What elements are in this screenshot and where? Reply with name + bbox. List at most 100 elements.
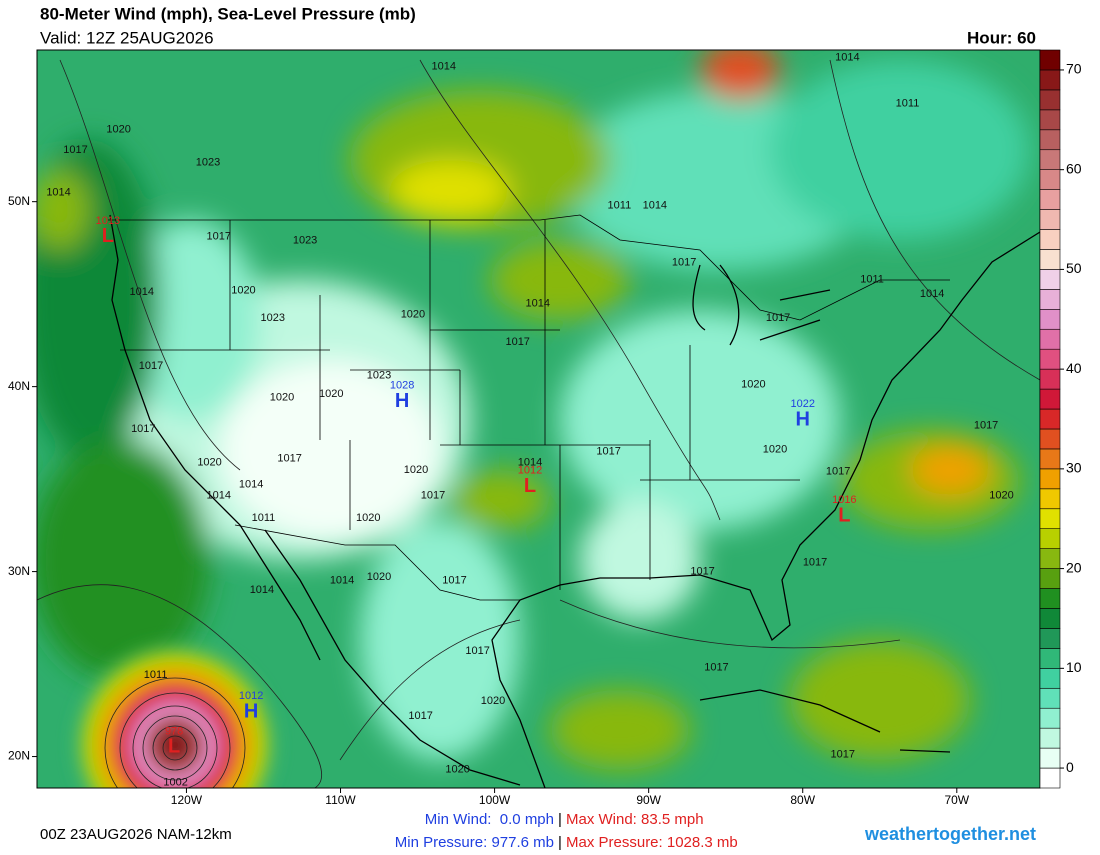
lon-tick-label: 80W: [790, 793, 815, 807]
coastlines: [109, 214, 1040, 788]
colorbar-box: [1039, 588, 1061, 609]
isobar-label: 1017: [690, 566, 714, 578]
isobar-label: 1014: [207, 490, 231, 502]
colorbar-tick-label: 0: [1066, 759, 1074, 775]
colorbar-box: [1039, 727, 1061, 749]
colorbar-box: [1039, 388, 1061, 410]
center-letter: L: [838, 505, 850, 527]
center-letter: H: [244, 701, 258, 723]
colorbar-box: [1039, 488, 1061, 510]
max-pressure: Max Pressure: 1028.3 mb: [566, 834, 738, 850]
isobar-label: 1014: [525, 297, 549, 309]
colorbar-box: [1039, 508, 1061, 530]
lat-tick-label: 20N: [8, 749, 30, 763]
center-letter: L: [168, 736, 180, 758]
isobar-label: 1014: [239, 479, 263, 491]
center-letter: L: [102, 225, 114, 247]
center-value: 1016: [832, 494, 856, 506]
isobar-label: 1017: [442, 575, 466, 587]
isobar-label: 1017: [421, 490, 445, 502]
colorbar-box: [1039, 229, 1061, 250]
isobar-label: 1020: [404, 464, 428, 476]
isobar-label: 1017: [596, 445, 620, 457]
isobar-label: 1014: [432, 61, 456, 73]
isobar-label: 1020: [445, 763, 469, 775]
colorbar-tick-label: 60: [1066, 160, 1082, 176]
isobar-label: 1011: [608, 199, 632, 211]
max-wind: Max Wind: 83.5 mph: [566, 811, 704, 828]
colorbar-box: [1039, 249, 1061, 270]
colorbar-box: [1039, 169, 1061, 190]
isobar-label: 1023: [293, 234, 317, 246]
colorbar-box: [1039, 49, 1061, 71]
lat-tick-label: 40N: [8, 379, 30, 393]
colorbar-box: [1039, 668, 1061, 689]
isobar-label: 1014: [920, 288, 944, 300]
center-value: 1013: [96, 215, 120, 227]
colorbar-box: [1039, 189, 1061, 210]
colorbar-tick-label: 10: [1066, 659, 1082, 675]
isobar-label: 1023: [367, 369, 391, 381]
isobar-label: 1014: [835, 51, 859, 63]
map-field: [37, 50, 1040, 788]
colorbar-box: [1039, 328, 1061, 350]
isobar-label: 1023: [196, 157, 220, 169]
isobar-label: 1017: [826, 466, 850, 478]
colorbar-box: [1039, 568, 1061, 589]
colorbar-box: [1039, 747, 1061, 769]
colorbar-box: [1039, 687, 1061, 709]
colorbar-box: [1039, 707, 1061, 729]
isobar-label: 1014: [518, 456, 542, 468]
center-value: 1012: [518, 465, 542, 477]
lat-tick-label: 50N: [8, 194, 30, 208]
isobar-label: 1020: [401, 308, 425, 320]
isobar-label: 1020: [197, 456, 221, 468]
colorbar-box: [1039, 648, 1061, 669]
run-info: 00Z 23AUG2026 NAM-12km: [40, 826, 232, 843]
isobar-label: 1020: [367, 571, 391, 583]
isobar-label: 1020: [356, 512, 380, 524]
isobar-label: 1017: [207, 231, 231, 243]
colorbar-box: [1039, 308, 1061, 330]
colorbar-box: [1039, 448, 1061, 470]
isobar-label: 1017: [277, 453, 301, 465]
colorbar-box: [1039, 548, 1061, 569]
isobar-label: 1011: [252, 512, 276, 524]
colorbar-tick-label: 50: [1066, 260, 1082, 276]
separator: |: [558, 811, 562, 828]
isobar-label: 1017: [465, 645, 489, 657]
valid-time: Valid: 12Z 25AUG2026: [40, 28, 214, 47]
center-letter: L: [524, 475, 536, 497]
center-letter: H: [395, 390, 409, 412]
colorbar-box: [1039, 368, 1061, 390]
isobar-label: 1020: [481, 695, 505, 707]
colorbar-box: [1039, 528, 1061, 549]
colorbar-tick-label: 70: [1066, 61, 1082, 77]
lon-tick-label: 100W: [479, 793, 511, 807]
center-value: 1012: [239, 690, 263, 702]
colorbar-box: [1039, 109, 1061, 131]
colorbar-box: [1039, 767, 1061, 789]
isobar-label: 1017: [408, 710, 432, 722]
isobar-label: 1020: [741, 379, 765, 391]
isobar-label: 1023: [260, 312, 284, 324]
colorbar-box: [1039, 468, 1061, 490]
isobar-label: 1014: [130, 286, 154, 298]
isobar-label: 1020: [231, 284, 255, 296]
colorbar-box: [1039, 289, 1061, 310]
isobar-label: 1017: [766, 312, 790, 324]
isobar-label: 1011: [144, 669, 168, 681]
min-wind: Min Wind: 0.0 mph: [425, 811, 554, 828]
center-value: 1028: [390, 379, 414, 391]
isobar-label: 1014: [250, 584, 274, 596]
isobar-label: 1017: [131, 423, 155, 435]
colorbar-box: [1039, 408, 1061, 430]
center-value: 978: [165, 725, 183, 737]
map-title: 80-Meter Wind (mph), Sea-Level Pressure …: [40, 4, 416, 23]
colorbar-box: [1039, 628, 1061, 649]
colorbar-box: [1039, 209, 1061, 230]
colorbar-tick-label: 40: [1066, 360, 1082, 376]
lon-tick-label: 120W: [171, 793, 203, 807]
